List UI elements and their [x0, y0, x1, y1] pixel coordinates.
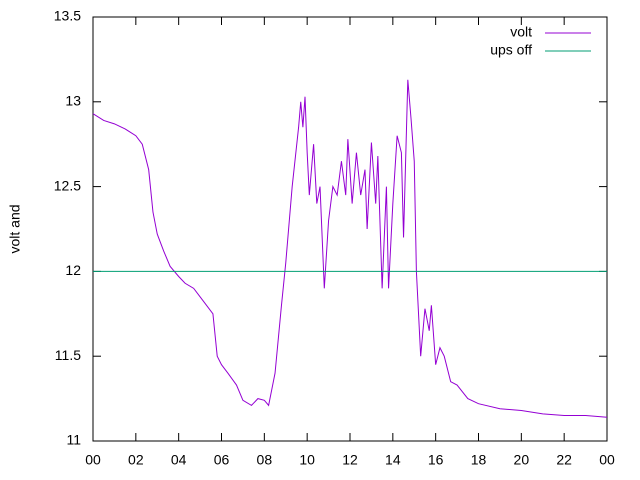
x-tick-label: 18 [471, 452, 487, 468]
x-tick-label: 08 [257, 452, 273, 468]
y-tick-label: 11.5 [55, 347, 81, 363]
x-tick-label: 12 [342, 452, 358, 468]
y-tick-label: 12 [65, 262, 81, 278]
x-tick-label: 16 [428, 452, 444, 468]
x-tick-label: 10 [299, 452, 315, 468]
y-tick-label: 11 [66, 432, 81, 448]
plot-frame [92, 16, 608, 442]
y-tick-label: 12.5 [54, 177, 81, 193]
x-tick-label: 02 [128, 452, 144, 468]
legend-label: volt [510, 24, 532, 40]
y-tick-label: 13.5 [54, 8, 81, 24]
x-tick-label: 22 [556, 452, 572, 468]
x-tick-label: 14 [385, 452, 401, 468]
y-axis-label: volt and [7, 204, 23, 253]
x-tick-label: 20 [514, 452, 530, 468]
legend-label: ups off [490, 42, 532, 58]
x-tick-label: 04 [171, 452, 187, 468]
y-tick-label: 13 [65, 93, 81, 109]
x-tick-label: 00 [85, 452, 101, 468]
series-line [92, 79, 608, 418]
x-tick-label: 06 [214, 452, 230, 468]
x-tick-label: 00 [599, 452, 615, 468]
